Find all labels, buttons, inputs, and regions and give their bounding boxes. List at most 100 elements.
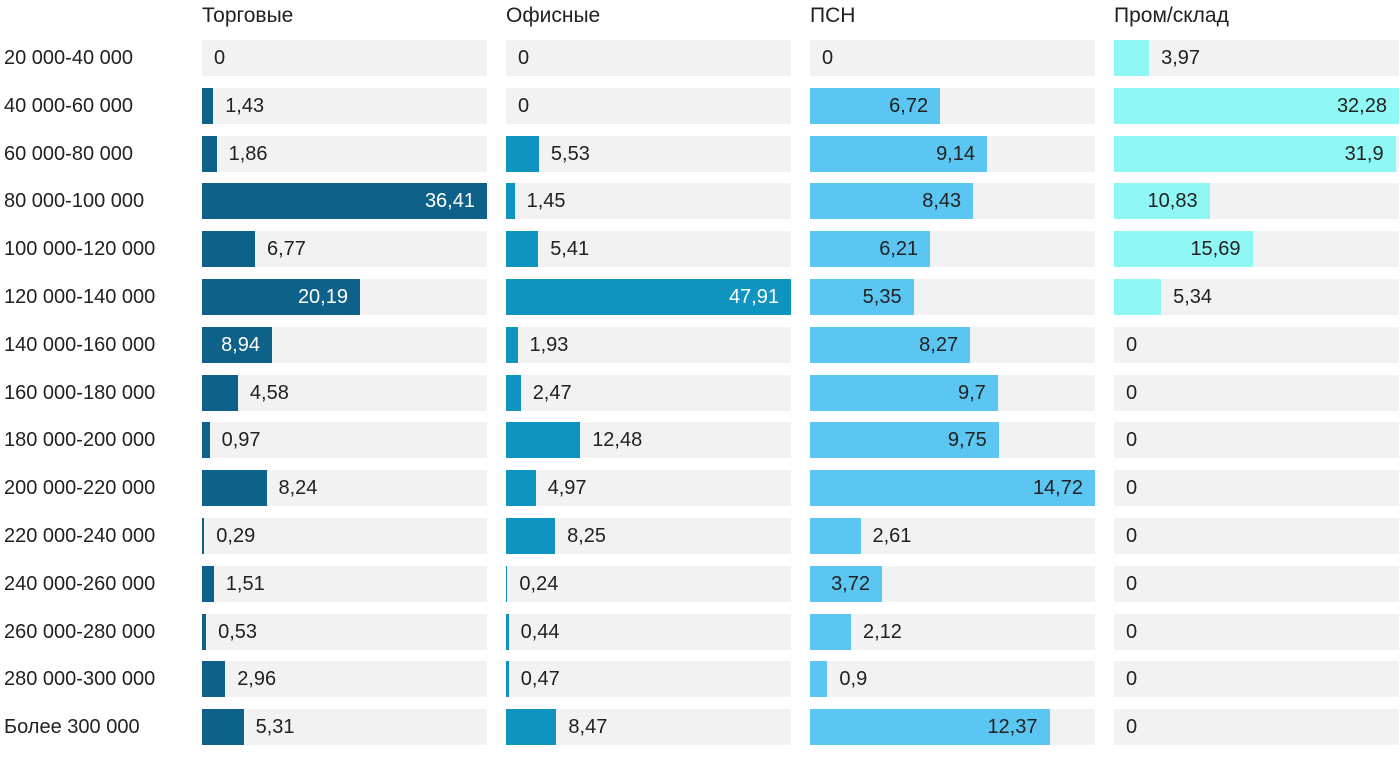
row-label: 180 000-200 000 bbox=[4, 429, 156, 452]
bar-value: 0 bbox=[1126, 524, 1138, 547]
bar-value: 8,24 bbox=[278, 477, 318, 500]
bar-track: 1,43 bbox=[202, 87, 487, 124]
bar-value: 4,97 bbox=[547, 477, 587, 500]
bar-value: 3,97 bbox=[1161, 47, 1201, 69]
bar bbox=[202, 183, 487, 220]
bar-track: 0 bbox=[506, 40, 791, 76]
bar-track: 0 bbox=[1114, 517, 1399, 554]
bar bbox=[202, 470, 267, 507]
bar-track: 5,31 bbox=[202, 709, 487, 746]
chart-row: 80 000-100 000 36,41 1,45 8,43 10,83 bbox=[0, 183, 1400, 220]
bar-track: 0 bbox=[1114, 470, 1399, 507]
bar bbox=[506, 613, 509, 650]
bar bbox=[810, 613, 851, 650]
bar-value: 0,47 bbox=[520, 668, 560, 691]
bar-value: 0 bbox=[1126, 333, 1138, 356]
bar-value: 9,7 bbox=[957, 381, 986, 404]
bar bbox=[810, 278, 914, 315]
bar bbox=[810, 517, 861, 554]
bar bbox=[202, 613, 207, 650]
bar-track: 20,19 bbox=[202, 278, 487, 315]
bar-value: 12,37 bbox=[987, 716, 1038, 739]
bar-value: 0 bbox=[1126, 668, 1138, 691]
bar-value: 5,53 bbox=[550, 142, 590, 165]
bar bbox=[202, 326, 272, 363]
bar-track: 14,72 bbox=[810, 470, 1095, 507]
row-label: 280 000-300 000 bbox=[4, 668, 156, 691]
column-header: Офисные bbox=[506, 4, 601, 27]
bar-track: 6,72 bbox=[810, 87, 1095, 124]
bar bbox=[810, 661, 828, 698]
bar-value: 3,72 bbox=[831, 572, 870, 595]
bar-value: 0 bbox=[518, 47, 530, 69]
bar-value: 47,91 bbox=[728, 285, 779, 308]
bar bbox=[810, 422, 999, 459]
bar-track: 0 bbox=[810, 40, 1095, 76]
bar-value: 2,96 bbox=[237, 668, 277, 691]
chart-row: 140 000-160 000 8,94 1,93 8,27 0 bbox=[0, 326, 1400, 363]
row-label: 140 000-160 000 bbox=[4, 333, 156, 356]
bar-value: 0 bbox=[518, 94, 530, 117]
bar bbox=[810, 135, 987, 172]
bar-track: 36,41 bbox=[202, 183, 487, 220]
column-header: Пром/склад bbox=[1114, 4, 1229, 27]
bar-value: 5,31 bbox=[255, 716, 295, 739]
chart-row: 160 000-180 000 4,58 2,47 9,7 0 bbox=[0, 374, 1400, 411]
bar-track: 8,25 bbox=[506, 517, 791, 554]
bar bbox=[506, 470, 536, 507]
bar-track: 1,86 bbox=[202, 135, 487, 172]
bar-value: 20,19 bbox=[297, 285, 348, 308]
bar bbox=[202, 374, 238, 411]
bar bbox=[506, 565, 508, 602]
bar-track: 0 bbox=[1114, 374, 1399, 411]
bar bbox=[202, 87, 214, 124]
bar-track: 5,35 bbox=[810, 278, 1095, 315]
chart-row: Более 300 000 5,31 8,47 12,37 0 bbox=[0, 709, 1400, 746]
bar-track: 32,28 bbox=[1114, 87, 1399, 124]
bar bbox=[810, 183, 974, 220]
bar-track: 5,34 bbox=[1114, 278, 1399, 315]
bar-value: 9,14 bbox=[936, 142, 975, 165]
bar bbox=[202, 422, 210, 459]
bar bbox=[1114, 278, 1162, 315]
bar-value: 6,77 bbox=[267, 238, 306, 261]
bar bbox=[810, 470, 1095, 507]
bar bbox=[810, 231, 931, 268]
bar-value: 2,12 bbox=[863, 620, 902, 643]
bar-track: 5,53 bbox=[506, 135, 791, 172]
bar-value: 6,72 bbox=[889, 94, 929, 117]
bar-track: 8,43 bbox=[810, 183, 1095, 220]
column-headers-row: Торговые Офисные ПСН Пром/склад bbox=[0, 0, 1400, 40]
bar-value: 1,51 bbox=[225, 572, 265, 595]
bar-track: 0,47 bbox=[506, 661, 791, 698]
bar-value: 1,86 bbox=[228, 142, 268, 165]
bar bbox=[202, 517, 205, 554]
bar-track: 0 bbox=[202, 40, 487, 76]
bar bbox=[810, 709, 1050, 746]
bar-track: 2,96 bbox=[202, 661, 487, 698]
bar-track: 47,91 bbox=[506, 278, 791, 315]
bar-track: 1,45 bbox=[506, 183, 791, 220]
bar-value: 0 bbox=[1126, 429, 1138, 452]
row-label: 260 000-280 000 bbox=[4, 620, 156, 643]
row-label: 240 000-260 000 bbox=[4, 572, 156, 595]
bar bbox=[1114, 135, 1396, 172]
bar-track: 8,24 bbox=[202, 470, 487, 507]
bar-value: 8,43 bbox=[922, 190, 962, 213]
row-label: 220 000-240 000 bbox=[4, 524, 156, 547]
row-label: Более 300 000 bbox=[4, 716, 140, 739]
bar bbox=[506, 326, 518, 363]
bar-value: 0,29 bbox=[216, 524, 256, 547]
bar-value: 0,44 bbox=[520, 620, 560, 643]
bar bbox=[202, 709, 244, 746]
bar bbox=[810, 374, 998, 411]
bar-value: 8,94 bbox=[221, 333, 260, 356]
bar bbox=[506, 517, 556, 554]
bar-track: 8,47 bbox=[506, 709, 791, 746]
bar-track: 8,27 bbox=[810, 326, 1095, 363]
bar-value: 1,43 bbox=[225, 94, 265, 117]
bar-track: 6,77 bbox=[202, 231, 487, 268]
bar-value: 5,35 bbox=[862, 285, 902, 308]
chart-row: 100 000-120 000 6,77 5,41 6,21 15,69 bbox=[0, 231, 1400, 268]
